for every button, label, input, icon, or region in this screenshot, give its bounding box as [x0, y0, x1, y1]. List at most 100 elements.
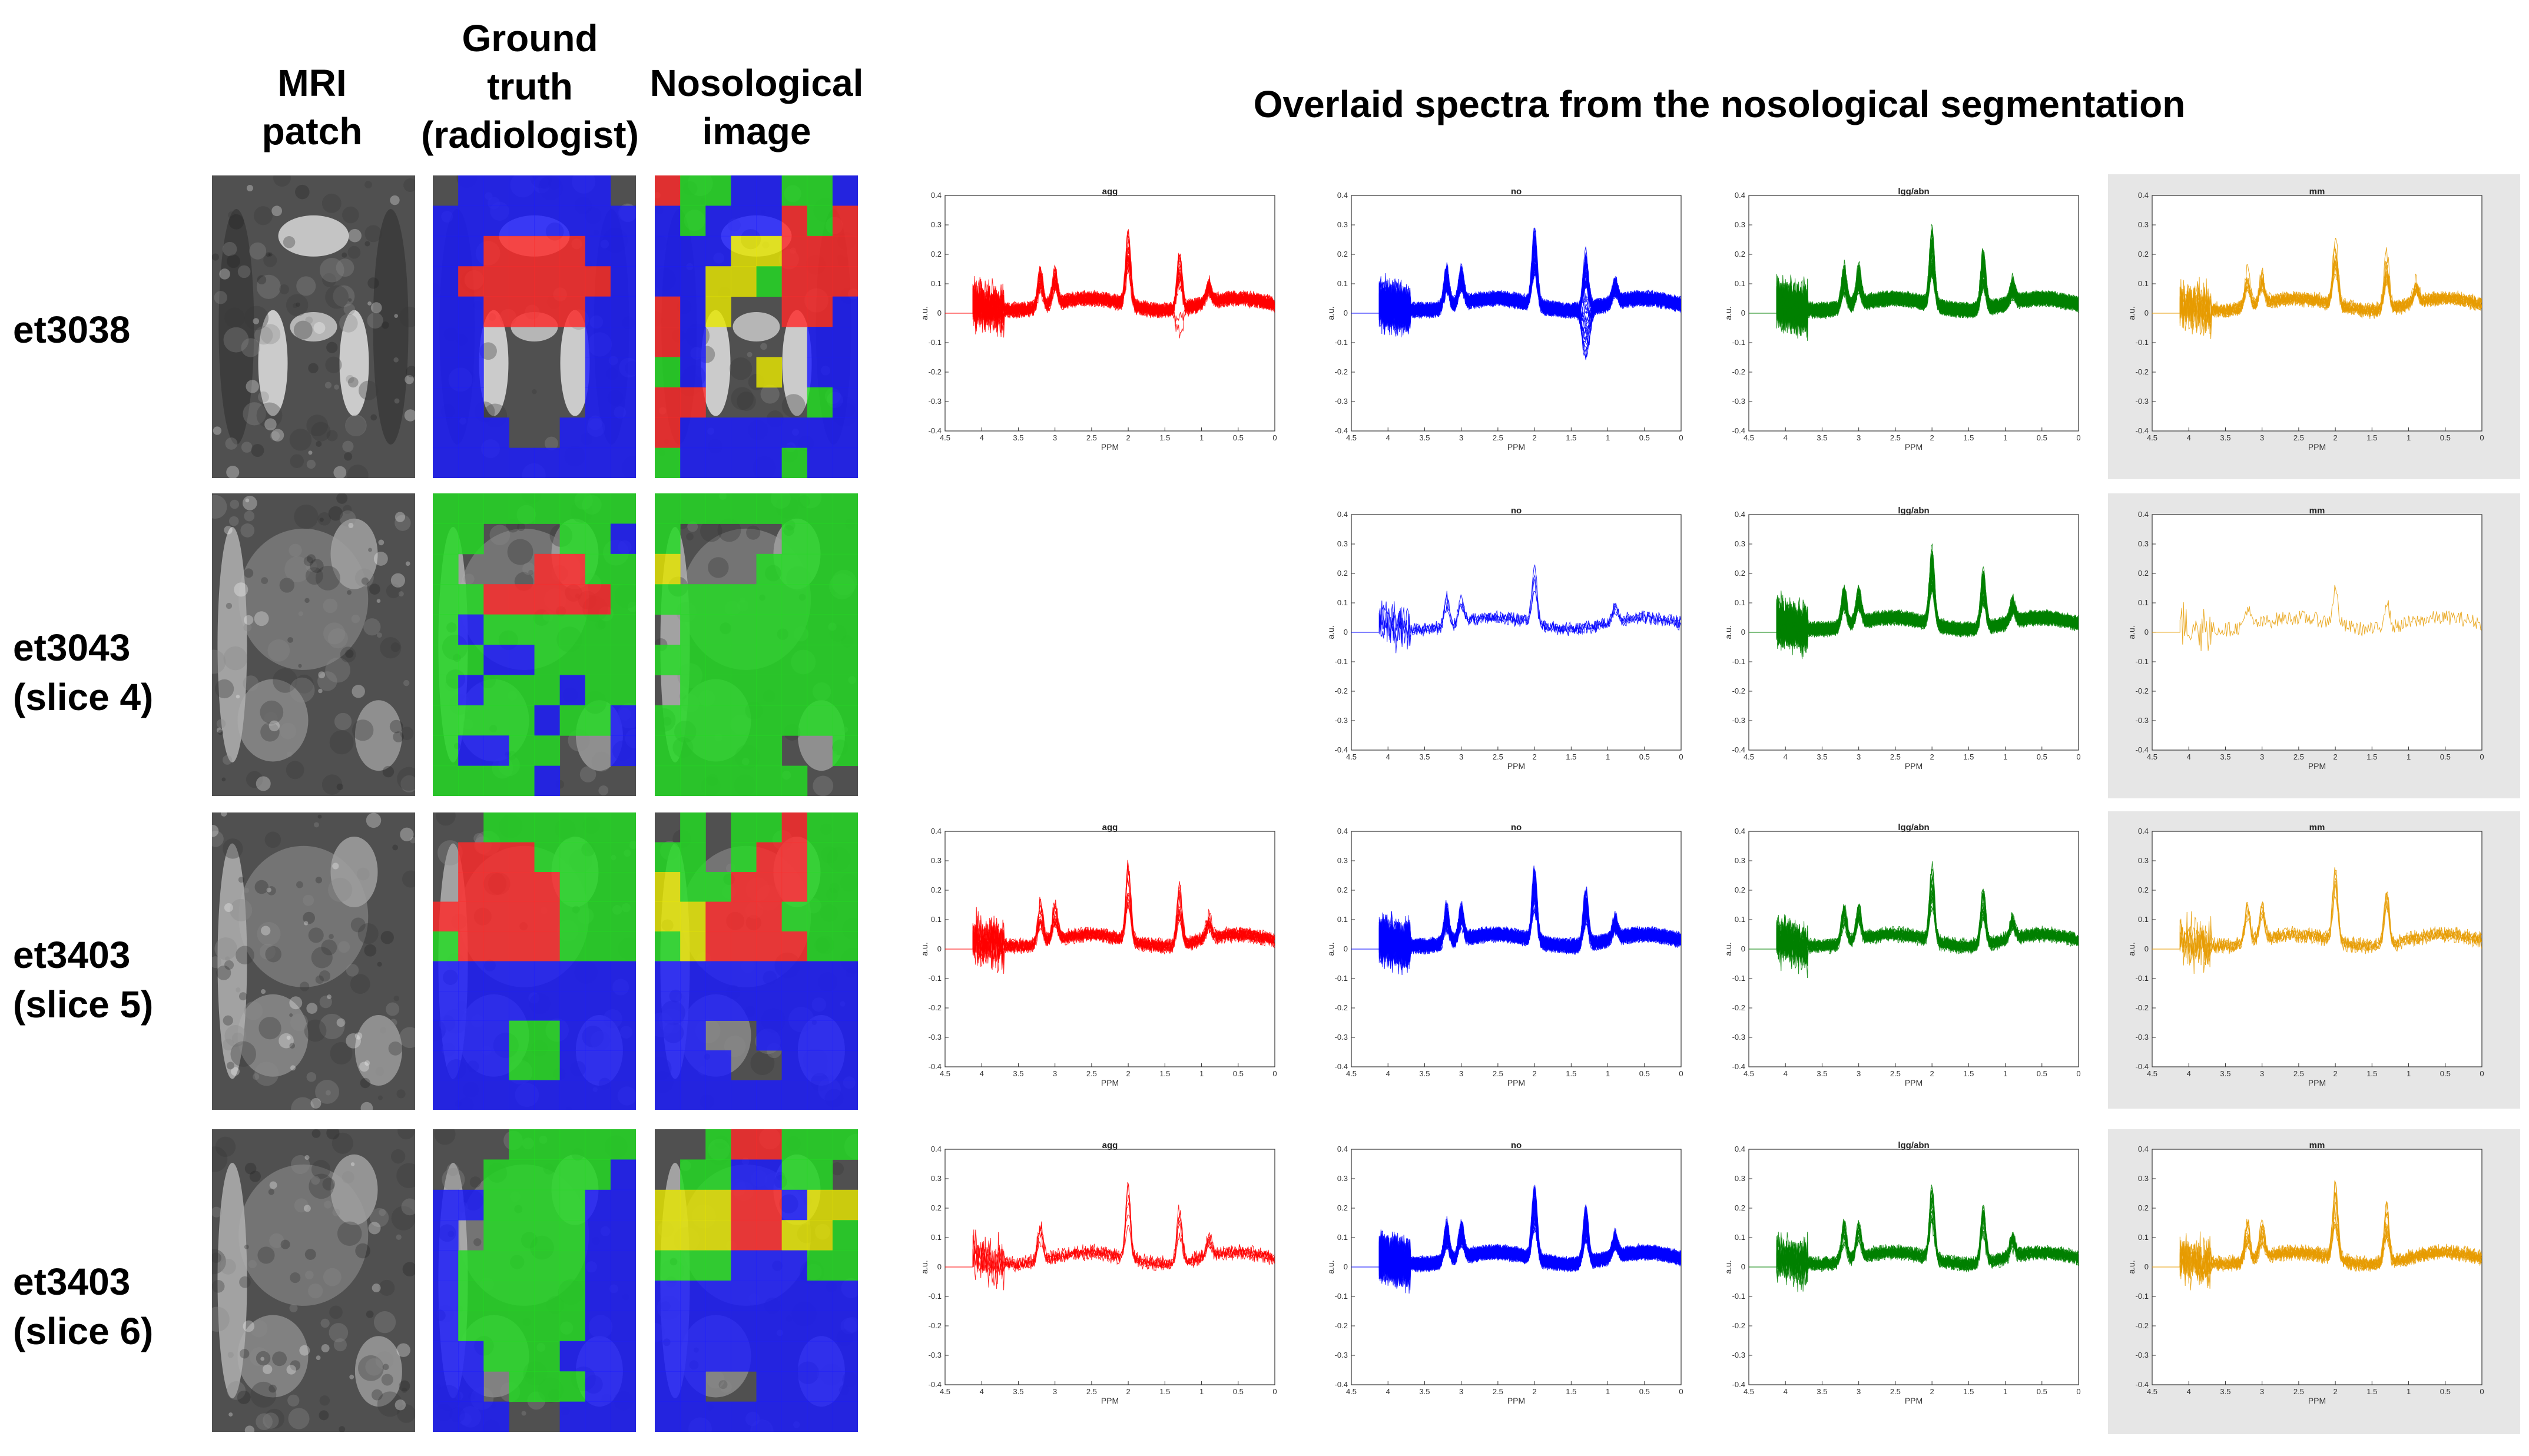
y-tick-label: 0.2: [2138, 250, 2149, 258]
x-tick-label: 3.5: [2220, 1387, 2230, 1396]
header-line: image: [702, 110, 811, 152]
spectrum-line: [945, 1215, 1275, 1279]
x-tick-label: 0.5: [2440, 752, 2451, 761]
y-axis-label: a.u.: [1326, 1260, 1335, 1273]
y-tick-label: -0.3: [929, 1351, 942, 1359]
x-axis-label: PPM: [1507, 1078, 1525, 1087]
spectrum-plot-mm: mm 4.5 4 3.5 3 2.5 2 1.5 1 0.5 0 0.4 0.3 0.2 0.1 0 -0.1 -…: [2127, 822, 2494, 1119]
plot-title: mm: [2309, 822, 2325, 833]
header-line: Nosological: [649, 62, 864, 104]
x-tick-label: 0.5: [2037, 433, 2047, 442]
nosological-image-header: Nosological image: [648, 59, 866, 155]
y-tick-label: -0.1: [1335, 657, 1348, 666]
x-tick-label: 4.5: [1346, 1069, 1357, 1078]
y-axis-label: a.u.: [1326, 625, 1335, 639]
spectrum-plot-mm: mm 4.5 4 3.5 3 2.5 2 1.5 1 0.5 0 0.4 0.3 0.2 0.1 0 -0.1 -…: [2127, 506, 2494, 802]
y-tick-label: -0.3: [2136, 397, 2149, 406]
x-tick-label: 0: [1272, 1069, 1277, 1078]
y-tick-label: -0.4: [1732, 426, 1745, 435]
x-tick-label: 0: [1679, 1069, 1683, 1078]
ground-truth-image: [433, 493, 636, 796]
y-tick-label: 0.1: [2138, 1233, 2149, 1242]
x-tick-label: 0: [2480, 1387, 2484, 1396]
y-tick-label: -0.3: [1335, 1351, 1348, 1359]
nosological-image: [655, 812, 858, 1110]
row-label-line: et3038: [13, 309, 131, 351]
y-tick-label: 0: [2144, 944, 2149, 953]
x-tick-label: 0: [1679, 1387, 1683, 1396]
x-tick-label: 0.5: [2037, 1069, 2047, 1078]
y-tick-label: 0.2: [931, 885, 942, 894]
x-tick-label: 3: [2260, 1069, 2264, 1078]
y-tick-label: 0.1: [1735, 915, 1745, 924]
spectrum-line: [2152, 585, 2482, 651]
x-tick-label: 2.5: [1086, 1069, 1097, 1078]
spectrum-plot-agg: agg 4.5 4 3.5 3 2.5 2 1.5 1 0.5 0 0.4 0.3 0.2 0.1 0 -0.1…: [920, 1140, 1287, 1437]
y-tick-label: 0: [1741, 628, 1745, 636]
y-axis-label: a.u.: [2127, 306, 2136, 320]
spectrum-svg: mm 4.5 4 3.5 3 2.5 2 1.5 1 0.5 0 0.4 0.3 0.2 0.1 0 -0.1 -…: [2127, 822, 2484, 1087]
y-tick-label: -0.1: [2136, 974, 2149, 983]
x-tick-label: 3.5: [1013, 433, 1023, 442]
x-tick-label: 1: [1199, 1387, 1204, 1396]
x-tick-label: 3.5: [2220, 752, 2230, 761]
y-tick-label: 0: [1741, 944, 1745, 953]
x-tick-label: 2.5: [2293, 433, 2304, 442]
y-tick-label: -0.2: [1335, 1003, 1348, 1012]
x-tick-label: 3.5: [1013, 1387, 1023, 1396]
x-tick-label: 3: [1857, 752, 1861, 761]
x-axis-label: PPM: [1905, 1078, 1923, 1087]
y-tick-label: -0.4: [1335, 745, 1348, 754]
x-tick-label: 2: [1930, 752, 1934, 761]
y-tick-label: -0.3: [1732, 397, 1745, 406]
y-tick-label: -0.4: [1335, 1380, 1348, 1389]
y-tick-label: -0.1: [1732, 338, 1745, 347]
x-tick-label: 0.5: [1639, 1387, 1650, 1396]
x-tick-label: 4: [1386, 1387, 1390, 1396]
x-axis-label: PPM: [2308, 442, 2326, 452]
y-tick-label: -0.4: [929, 1380, 942, 1389]
x-tick-label: 4: [980, 433, 984, 442]
row-label-3: et3403 (slice 6): [13, 1257, 153, 1356]
y-tick-label: 0: [2144, 1262, 2149, 1271]
x-tick-label: 4.5: [1346, 752, 1357, 761]
y-tick-label: 0.4: [931, 827, 942, 835]
mri-patch-image: [212, 1129, 415, 1432]
y-tick-label: 0.2: [1337, 250, 1348, 258]
row-label-2: et3403 (slice 5): [13, 930, 153, 1029]
x-tick-label: 2: [1532, 1069, 1536, 1078]
x-tick-label: 2: [1532, 433, 1536, 442]
y-tick-label: 0.2: [1735, 569, 1745, 578]
x-axis-label: PPM: [1101, 442, 1119, 452]
x-tick-label: 2: [1930, 1387, 1934, 1396]
x-tick-label: 4: [980, 1069, 984, 1078]
spectrum-line: [1749, 575, 2079, 647]
spectrum-line: [945, 1202, 1275, 1275]
y-tick-label: 0.2: [931, 250, 942, 258]
spectrum-line: [1351, 591, 1681, 638]
x-axis-label: PPM: [2308, 1396, 2326, 1405]
y-tick-label: 0.4: [931, 191, 942, 200]
x-tick-label: 0: [2076, 433, 2080, 442]
row-label-line: et3403: [13, 1261, 131, 1303]
y-tick-label: -0.1: [929, 974, 942, 983]
x-tick-label: 3: [2260, 1387, 2264, 1396]
spectrum-plot-lgg-abn: lgg/abn 4.5 4 3.5 3 2.5 2 1.5 1 0.5 0 0.4 0.3 0.2 0.1 0…: [1723, 1140, 2090, 1437]
x-tick-label: 0: [2480, 1069, 2484, 1078]
x-tick-label: 2: [2333, 433, 2337, 442]
x-tick-label: 4: [2187, 1387, 2191, 1396]
x-tick-label: 4.5: [940, 1069, 950, 1078]
x-tick-label: 1.5: [1159, 433, 1170, 442]
x-tick-label: 0.5: [1639, 1069, 1650, 1078]
x-tick-label: 2.5: [1890, 752, 1901, 761]
x-tick-label: 1: [1199, 1069, 1204, 1078]
y-axis-label: a.u.: [2127, 625, 2136, 639]
y-tick-label: 0.3: [931, 856, 942, 865]
x-tick-label: 1: [1606, 1387, 1610, 1396]
x-tick-label: 0: [2076, 752, 2080, 761]
x-tick-label: 0.5: [2037, 752, 2047, 761]
ground-truth-image: [433, 175, 636, 478]
x-tick-label: 3: [1053, 1387, 1057, 1396]
header-line: truth: [487, 65, 573, 108]
x-tick-label: 0: [2076, 1069, 2080, 1078]
